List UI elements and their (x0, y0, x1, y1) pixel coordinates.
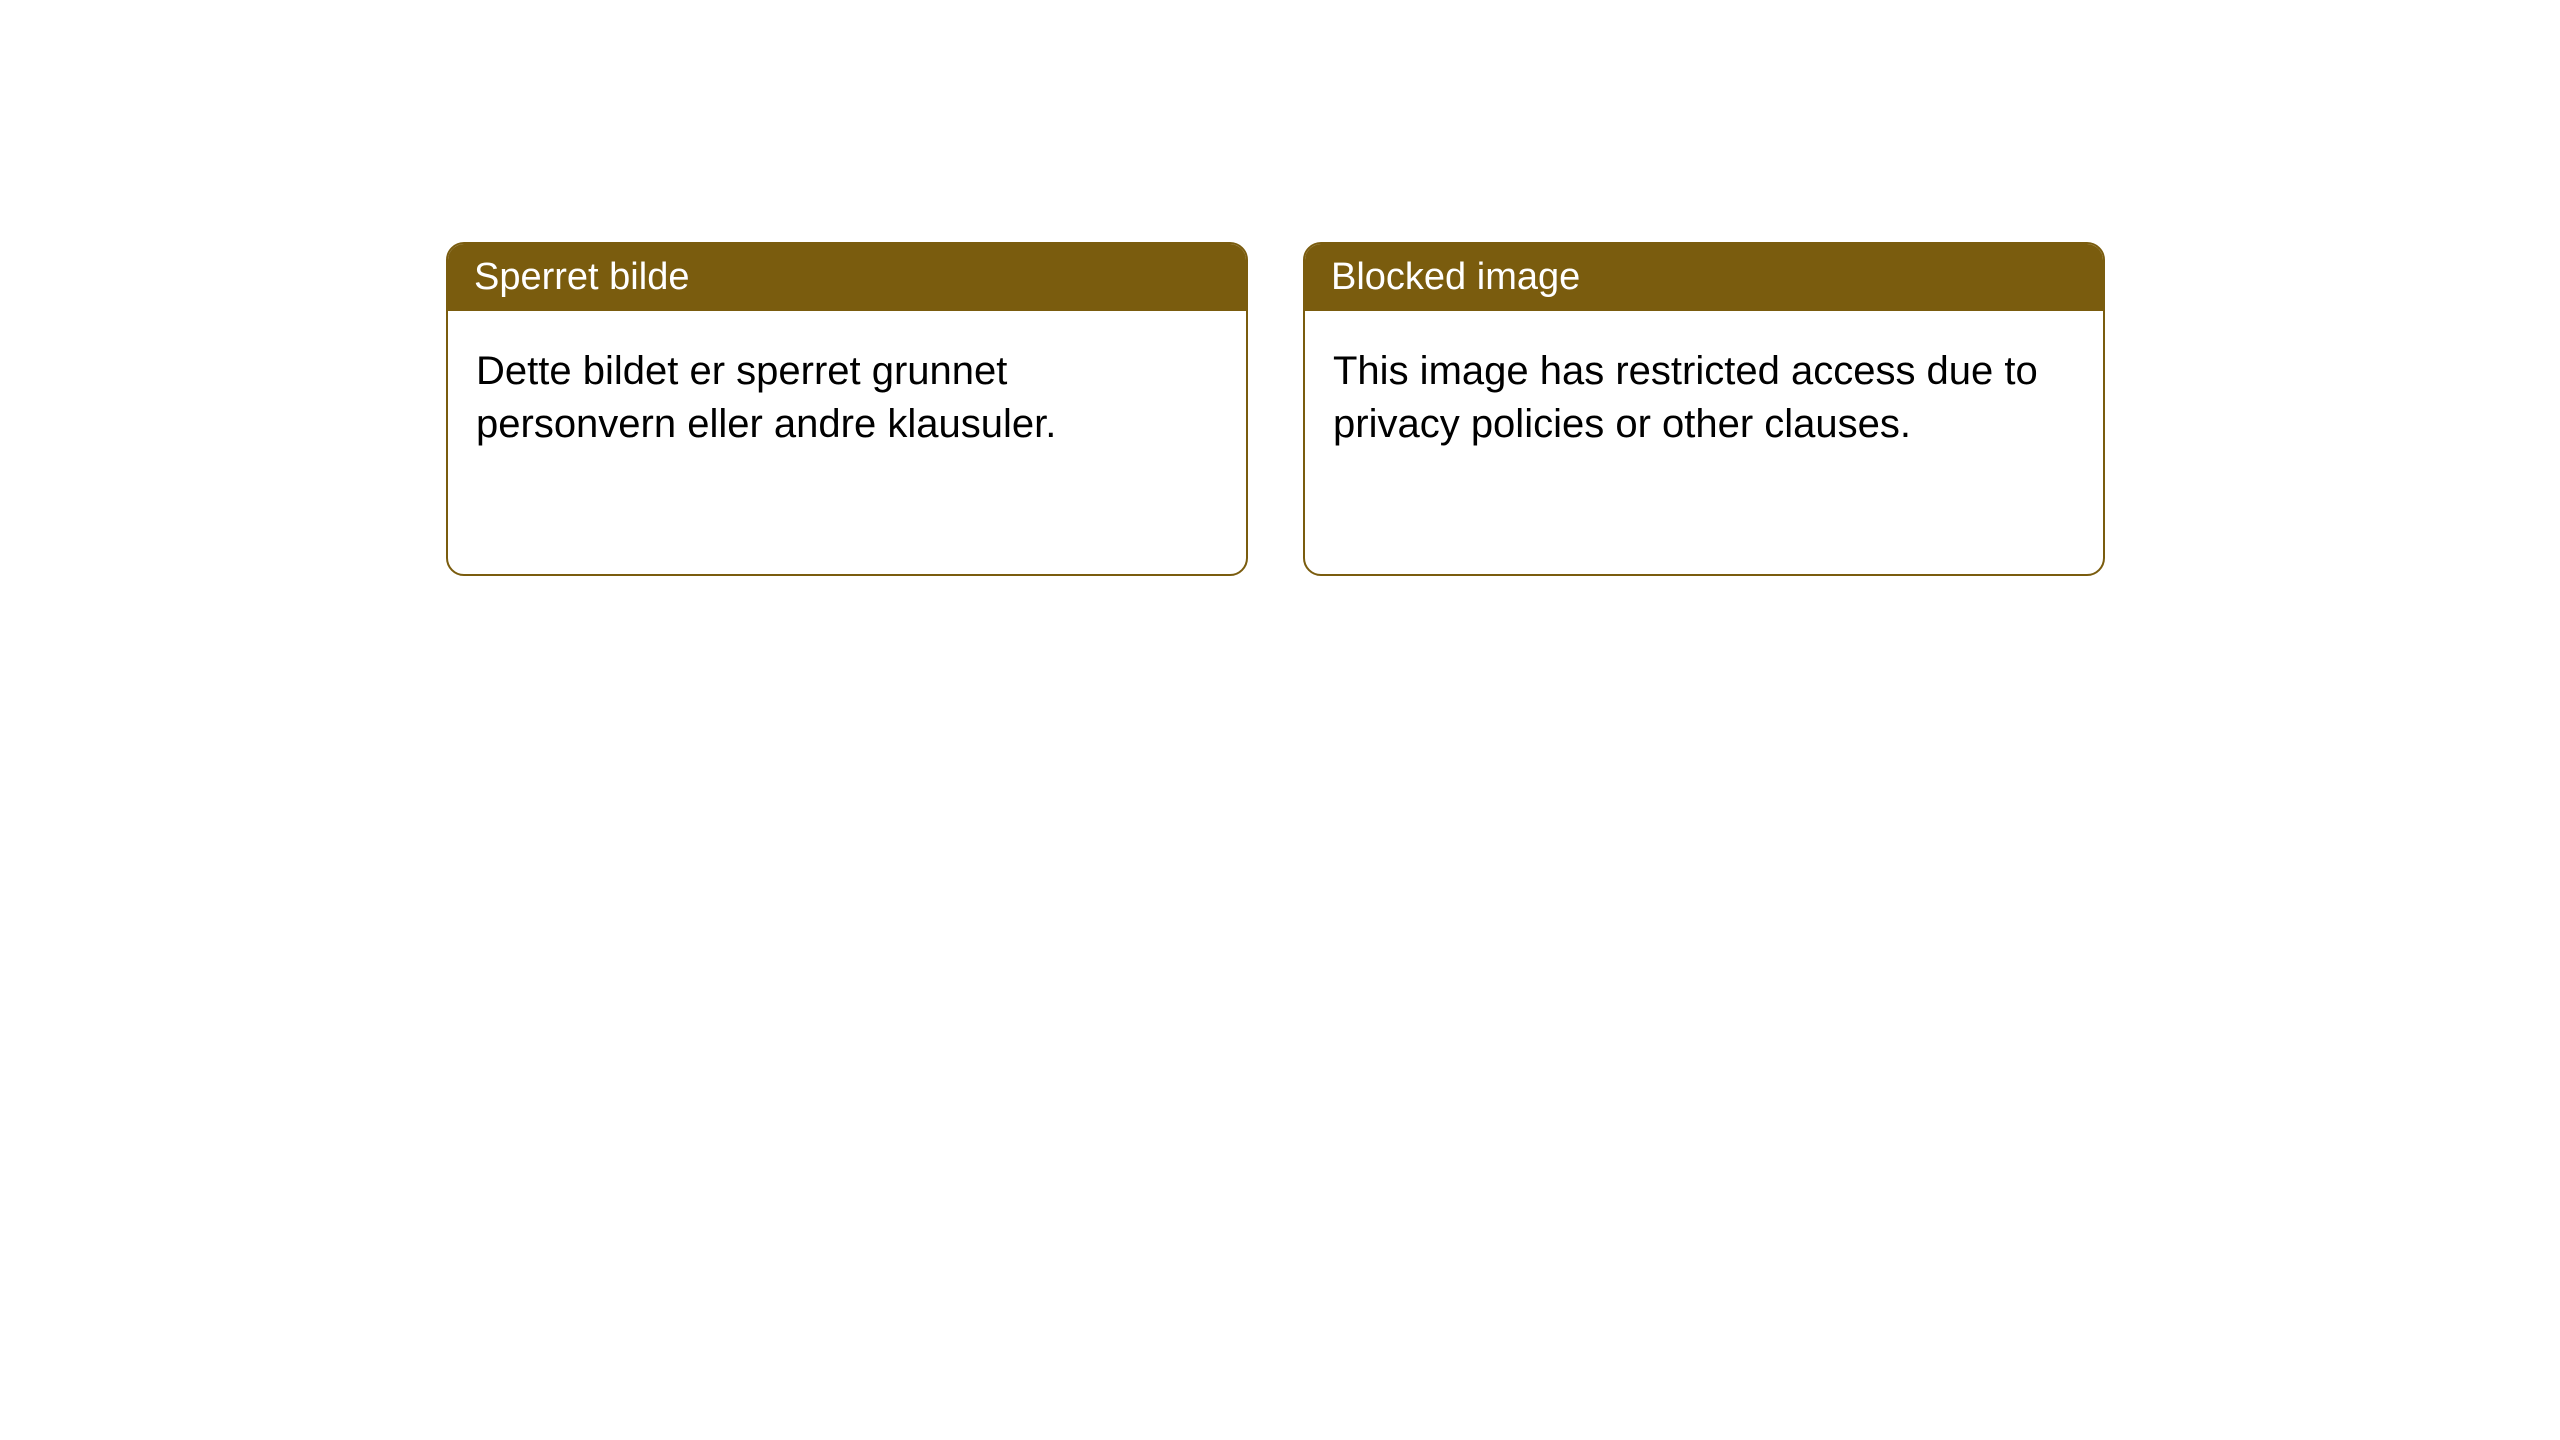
card-body: Dette bildet er sperret grunnet personve… (448, 311, 1246, 485)
card-body-text: Dette bildet er sperret grunnet personve… (476, 349, 1056, 446)
card-title: Blocked image (1331, 256, 1580, 298)
card-title: Sperret bilde (474, 256, 689, 298)
card-body: This image has restricted access due to … (1305, 311, 2103, 485)
notice-card-norwegian: Sperret bilde Dette bildet er sperret gr… (446, 242, 1248, 576)
notice-container: Sperret bilde Dette bildet er sperret gr… (446, 242, 2105, 576)
notice-card-english: Blocked image This image has restricted … (1303, 242, 2105, 576)
card-body-text: This image has restricted access due to … (1333, 349, 2038, 446)
card-header: Blocked image (1305, 244, 2103, 311)
card-header: Sperret bilde (448, 244, 1246, 311)
